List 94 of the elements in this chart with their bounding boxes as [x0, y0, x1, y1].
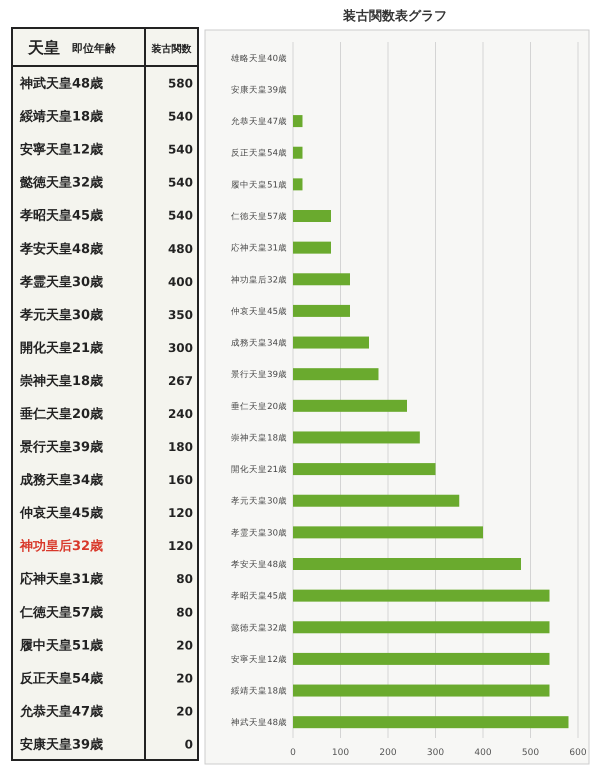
x-tick-label: 400: [474, 748, 492, 758]
category-label: 景行天皇39歳: [19, 440, 104, 456]
y-tick-label: 仁徳天皇57歳: [231, 211, 287, 222]
text: 即位年齢: [72, 42, 117, 55]
bar: [293, 242, 331, 254]
y-tick-label: 孝霊天皇30歳: [231, 527, 287, 538]
data-label: 480: [168, 242, 193, 256]
category-label: 孝霊天皇30歳: [19, 274, 104, 290]
category-label: 安寧天皇12歳: [20, 142, 104, 158]
data-label: 267: [168, 374, 193, 388]
bar: [293, 115, 302, 128]
y-tick-label: 允恭天皇47歳: [231, 116, 287, 128]
y-tick-label: 開化天皇21歳: [231, 464, 287, 476]
category-label: 開化天皇21歳: [20, 340, 104, 356]
category-label: 綏靖天皇18歳: [19, 108, 104, 125]
text: 装古関数: [150, 43, 192, 55]
y-tick-label: 神功皇后32歳: [231, 274, 287, 286]
bar: [293, 716, 568, 728]
data-label: 120: [168, 506, 193, 520]
y-tick-label: 履中天皇51歳: [231, 179, 287, 190]
data-label: 120: [168, 539, 193, 554]
y-tick-label: 応神天皇31歳: [231, 242, 287, 254]
y-tick-label: 雄略天皇40歳: [230, 52, 287, 64]
x-tick-label: 0: [290, 748, 296, 758]
y-tick-label: 景行天皇39歳: [231, 369, 287, 380]
data-label: 20: [176, 671, 193, 686]
data-label: 540: [168, 176, 193, 190]
bar: [293, 178, 302, 190]
bar: [293, 652, 550, 665]
category-label: 允恭天皇47歳: [20, 703, 104, 720]
category-label: 履中天皇51歳: [19, 638, 104, 654]
category-label: 孝昭天皇45歳: [19, 208, 104, 224]
category-label: 垂仁天皇20歳: [19, 406, 104, 422]
category-label: 懿徳天皇32歳: [20, 176, 104, 191]
category-label: 孝元天皇30歳: [19, 308, 104, 323]
y-tick-label: 安康天皇39歳: [231, 84, 287, 96]
bar: [293, 590, 550, 602]
x-tick-label: 500: [522, 748, 540, 758]
category-label: 崇神天皇18歳: [19, 372, 104, 389]
x-tick-label: 600: [569, 748, 587, 758]
category-label: 応神天皇31歳: [19, 571, 104, 588]
y-tick-label: 神武天皇48歳: [231, 717, 287, 728]
bar: [293, 526, 483, 538]
y-tick-label: 安寧天皇12歳: [231, 654, 287, 665]
category-label: 安康天皇39歳: [20, 736, 104, 752]
bar: [293, 336, 369, 349]
bar: [293, 400, 407, 412]
y-tick-label: 孝昭天皇45歳: [231, 590, 287, 602]
y-tick-label: 懿徳天皇32歳: [231, 622, 287, 634]
y-tick-label: 垂仁天皇20歳: [231, 400, 287, 412]
bar: [293, 684, 550, 697]
category-label: 仁徳天皇57歳: [19, 605, 104, 620]
y-tick-label: 反正天皇54歳: [231, 148, 287, 159]
y-tick-label: 成務天皇34歳: [231, 338, 287, 349]
category-label: 神功皇后32歳: [19, 538, 104, 554]
category-label: 孝安天皇48歳: [19, 240, 104, 257]
data-label: 350: [168, 308, 193, 322]
bar: [293, 431, 420, 444]
data-label: 540: [168, 110, 193, 124]
data-label: 80: [176, 572, 193, 586]
data-label: 20: [176, 704, 193, 718]
data-label: 160: [168, 473, 193, 488]
text: 天皇: [27, 38, 60, 57]
category-label: 仲哀天皇45歳: [19, 505, 104, 522]
data-label: 400: [168, 274, 193, 289]
bar: [293, 210, 331, 222]
bar: [293, 463, 436, 476]
bar: [293, 146, 302, 159]
y-tick-label: 崇神天皇18歳: [231, 432, 287, 444]
category-label: 成務天皇34歳: [19, 473, 104, 488]
data-label: 80: [176, 605, 193, 620]
y-tick-label: 孝元天皇30歳: [231, 496, 287, 507]
y-tick-label: 仲哀天皇45歳: [231, 306, 287, 317]
data-label: 540: [168, 142, 193, 157]
data-label: 540: [168, 208, 193, 223]
bar: [293, 494, 460, 507]
bar: [293, 621, 550, 634]
x-tick-label: 300: [426, 748, 444, 758]
y-tick-label: 孝安天皇48歳: [231, 559, 287, 570]
data-label: 180: [168, 440, 193, 454]
y-tick-label: 綏靖天皇18歳: [230, 686, 287, 697]
x-tick-label: 200: [379, 748, 397, 758]
chart-title: 装古関数表グラフ: [342, 9, 447, 24]
data-label: 300: [168, 340, 193, 355]
category-label: 反正天皇54歳: [19, 670, 104, 686]
bar: [293, 558, 521, 570]
bar: [293, 304, 350, 317]
category-label: 神武天皇48歳: [19, 76, 104, 92]
data-label: 580: [168, 76, 193, 91]
x-tick-label: 100: [332, 748, 350, 758]
data-label: 20: [176, 638, 193, 652]
bar: [293, 368, 378, 380]
data-label: 240: [168, 407, 193, 421]
bar: [293, 273, 350, 286]
